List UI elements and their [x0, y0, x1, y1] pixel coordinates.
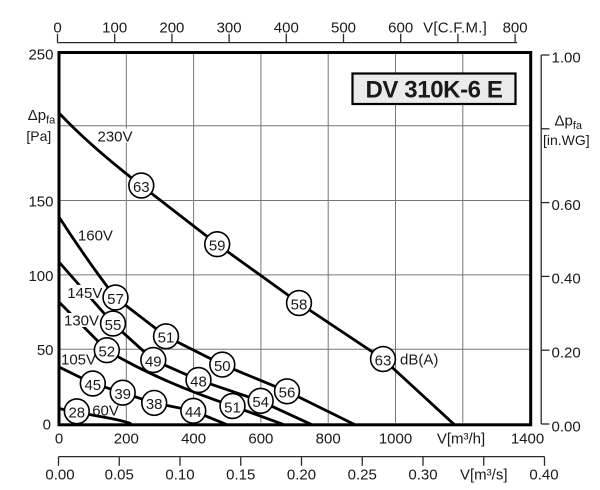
svg-text:100: 100 [102, 19, 127, 36]
svg-text:200: 200 [114, 431, 139, 448]
svg-text:0.25: 0.25 [348, 466, 377, 483]
svg-text:105V: 105V [61, 352, 96, 369]
svg-text:49: 49 [145, 353, 162, 370]
svg-text:0.05: 0.05 [105, 466, 134, 483]
svg-text:1400: 1400 [511, 431, 544, 448]
svg-text:0.60: 0.60 [552, 197, 581, 214]
svg-text:300: 300 [217, 19, 242, 36]
svg-text:0: 0 [55, 431, 63, 448]
svg-text:50: 50 [37, 342, 54, 359]
svg-text:55: 55 [105, 317, 122, 334]
svg-text:0.40: 0.40 [529, 466, 558, 483]
svg-text:400: 400 [181, 431, 206, 448]
svg-text:1.00: 1.00 [552, 49, 581, 66]
svg-text:200: 200 [159, 19, 184, 36]
svg-text:[Pa]: [Pa] [26, 128, 51, 144]
svg-text:600: 600 [388, 19, 413, 36]
svg-text:V[m³/s]: V[m³/s] [460, 466, 508, 483]
svg-text:0: 0 [43, 417, 51, 434]
svg-text:0.15: 0.15 [226, 466, 255, 483]
svg-text:130V: 130V [64, 312, 99, 329]
svg-text:250: 250 [28, 46, 53, 63]
svg-text:54: 54 [252, 394, 269, 411]
svg-text:[in.WG]: [in.WG] [543, 132, 590, 148]
svg-text:800: 800 [316, 431, 341, 448]
svg-text:60V: 60V [92, 402, 119, 419]
svg-text:0.40: 0.40 [552, 271, 581, 288]
svg-text:56: 56 [279, 385, 296, 402]
svg-text:48: 48 [190, 373, 207, 390]
svg-text:V[C.F.M.]: V[C.F.M.] [423, 19, 487, 36]
svg-text:63: 63 [375, 352, 392, 369]
svg-text:100: 100 [28, 268, 53, 285]
svg-text:59: 59 [209, 238, 226, 255]
svg-text:0.20: 0.20 [287, 466, 316, 483]
svg-text:52: 52 [98, 344, 115, 361]
svg-text:160V: 160V [78, 228, 113, 245]
svg-text:600: 600 [248, 431, 273, 448]
svg-text:28: 28 [68, 405, 85, 422]
svg-text:39: 39 [114, 386, 131, 403]
svg-text:45: 45 [84, 377, 101, 394]
svg-text:51: 51 [158, 330, 175, 347]
svg-text:44: 44 [185, 404, 202, 421]
svg-text:63: 63 [133, 179, 150, 196]
svg-text:0.20: 0.20 [552, 345, 581, 362]
svg-text:145V: 145V [67, 285, 102, 302]
svg-text:230V: 230V [98, 129, 133, 146]
svg-text:400: 400 [274, 19, 299, 36]
svg-text:38: 38 [146, 396, 163, 413]
svg-text:58: 58 [291, 296, 308, 313]
svg-text:0.00: 0.00 [552, 418, 581, 435]
svg-text:0.10: 0.10 [165, 466, 194, 483]
svg-text:V[m³/h]: V[m³/h] [437, 431, 485, 448]
svg-text:DV 310K-6 E: DV 310K-6 E [366, 77, 503, 104]
svg-text:1000: 1000 [379, 431, 412, 448]
svg-text:0.00: 0.00 [45, 466, 74, 483]
svg-text:50: 50 [214, 358, 231, 375]
svg-text:0.30: 0.30 [408, 466, 437, 483]
svg-text:57: 57 [107, 291, 124, 308]
svg-text:500: 500 [331, 19, 356, 36]
svg-text:51: 51 [224, 399, 241, 416]
svg-text:0: 0 [53, 19, 61, 36]
svg-text:dB(A): dB(A) [400, 351, 438, 368]
svg-text:800: 800 [503, 19, 528, 36]
svg-text:150: 150 [28, 194, 53, 211]
